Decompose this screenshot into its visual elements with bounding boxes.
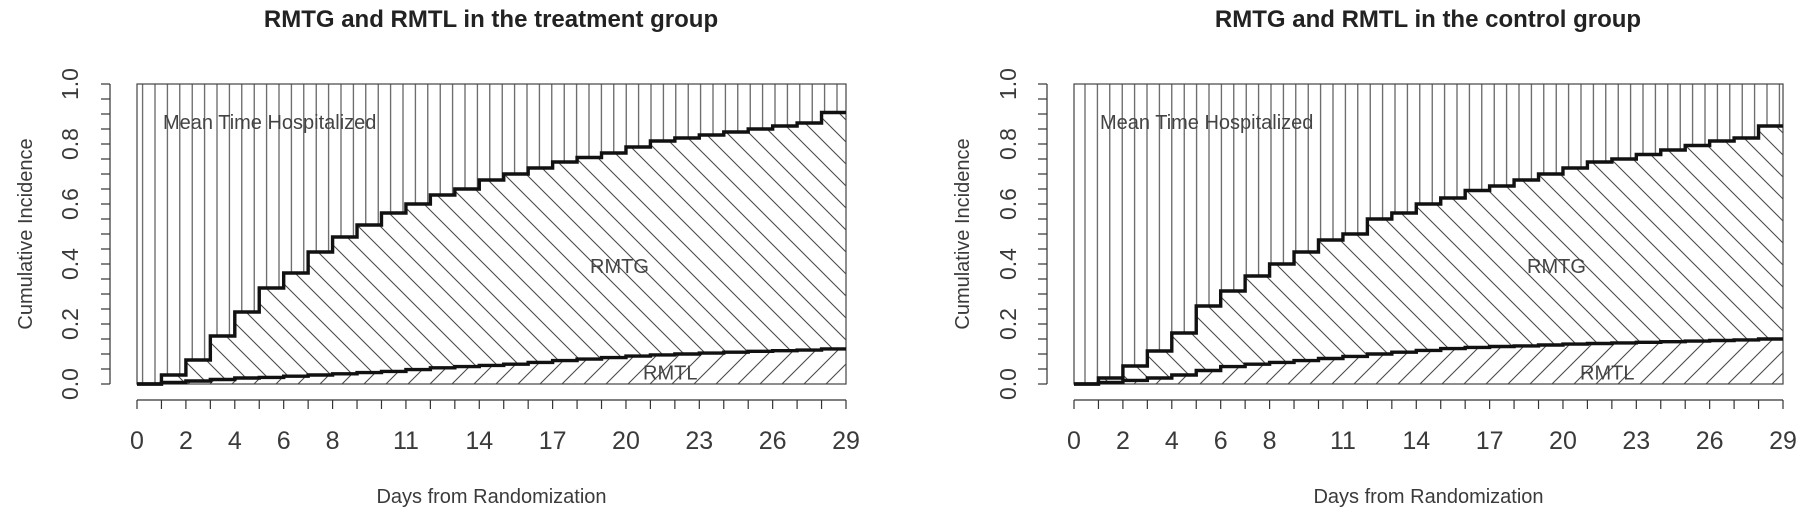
chart-title: RMTG and RMTL in the treatment group — [264, 6, 718, 33]
x-tick-label: 11 — [1330, 427, 1356, 455]
plot-area-border — [1073, 83, 1784, 385]
x-tick-label: 14 — [465, 427, 493, 455]
y-tick-label: 1.0 — [57, 68, 83, 100]
series-line-upper — [137, 110, 846, 386]
x-tick-label: 6 — [277, 427, 291, 455]
annotation-mean-time-hospitalized: Mean Time Hospitalized — [163, 112, 376, 134]
chart-panel-treatment: Mean Time Hospitalized RMTG RMTL 0 2 4 6 8 11 14 1… — [15, 6, 860, 508]
x-axis-label: Days from Randomization — [376, 486, 606, 508]
annotation-rmtl: RMTL — [1580, 363, 1634, 385]
series-line-upper — [1074, 124, 1783, 386]
y-tick-label: 0.6 — [57, 188, 83, 220]
x-tick-label: 26 — [1696, 427, 1724, 455]
region-mean-time-hospitalized — [137, 84, 846, 384]
x-tick-label: 29 — [832, 427, 860, 455]
x-axis-label: Days from Randomization — [1313, 486, 1543, 508]
x-tick-label: 8 — [1263, 427, 1277, 455]
x-tick-label: 29 — [1769, 427, 1797, 455]
region-rmtl — [1074, 339, 1783, 384]
x-tick-label: 20 — [1549, 427, 1577, 455]
x-tick-label: 20 — [612, 427, 640, 455]
y-tick-label: 0.2 — [57, 308, 83, 340]
chart-panel-control: Mean Time Hospitalized RMTG RMTL 0 2 4 6 8 11 14 1… — [952, 6, 1797, 508]
y-tick-label: 0.6 — [995, 188, 1021, 220]
y-tick-label: 0.8 — [995, 128, 1021, 160]
y-tick-label: 0.4 — [995, 248, 1021, 280]
y-tick-label: 0.4 — [57, 248, 83, 280]
y-tick-label: 1.0 — [995, 68, 1021, 100]
x-tick-label: 8 — [326, 427, 340, 455]
plot-area-border — [136, 83, 847, 385]
chart-title: RMTG and RMTL in the control group — [1215, 6, 1641, 33]
series-line-lower — [1074, 337, 1783, 386]
y-tick-label: 0.8 — [57, 128, 83, 160]
x-tick-label: 23 — [1622, 427, 1650, 455]
annotation-rmtg: RMTG — [590, 256, 649, 278]
x-tick-label: 14 — [1402, 427, 1430, 455]
annotation-mean-time-hospitalized: Mean Time Hospitalized — [1100, 112, 1313, 134]
x-tick-label: 4 — [1165, 427, 1179, 455]
annotation-rmtg: RMTG — [1527, 256, 1586, 278]
x-tick-label: 2 — [1116, 427, 1130, 455]
x-tick-label: 17 — [1476, 427, 1504, 455]
y-axis-label: Cumulative Incidence — [952, 138, 974, 329]
x-tick-label: 2 — [179, 427, 193, 455]
x-tick-label: 4 — [228, 427, 242, 455]
x-tick-label: 0 — [130, 427, 144, 455]
x-tick-label: 26 — [759, 427, 787, 455]
y-tick-label: 0.0 — [995, 368, 1021, 400]
y-axis-label: Cumulative Incidence — [15, 138, 37, 329]
x-tick-label: 0 — [1067, 427, 1081, 455]
x-tick-label: 17 — [539, 427, 567, 455]
y-tick-label: 0.0 — [57, 368, 83, 400]
region-rmtg — [137, 112, 846, 384]
x-tick-label: 23 — [685, 427, 713, 455]
series-line-lower — [137, 347, 846, 386]
x-tick-label: 11 — [393, 427, 419, 455]
region-rmtg — [1074, 126, 1783, 384]
annotation-rmtl: RMTL — [643, 363, 697, 385]
region-mean-time-hospitalized — [1074, 84, 1783, 384]
x-tick-label: 6 — [1214, 427, 1228, 455]
y-tick-label: 0.2 — [995, 308, 1021, 340]
